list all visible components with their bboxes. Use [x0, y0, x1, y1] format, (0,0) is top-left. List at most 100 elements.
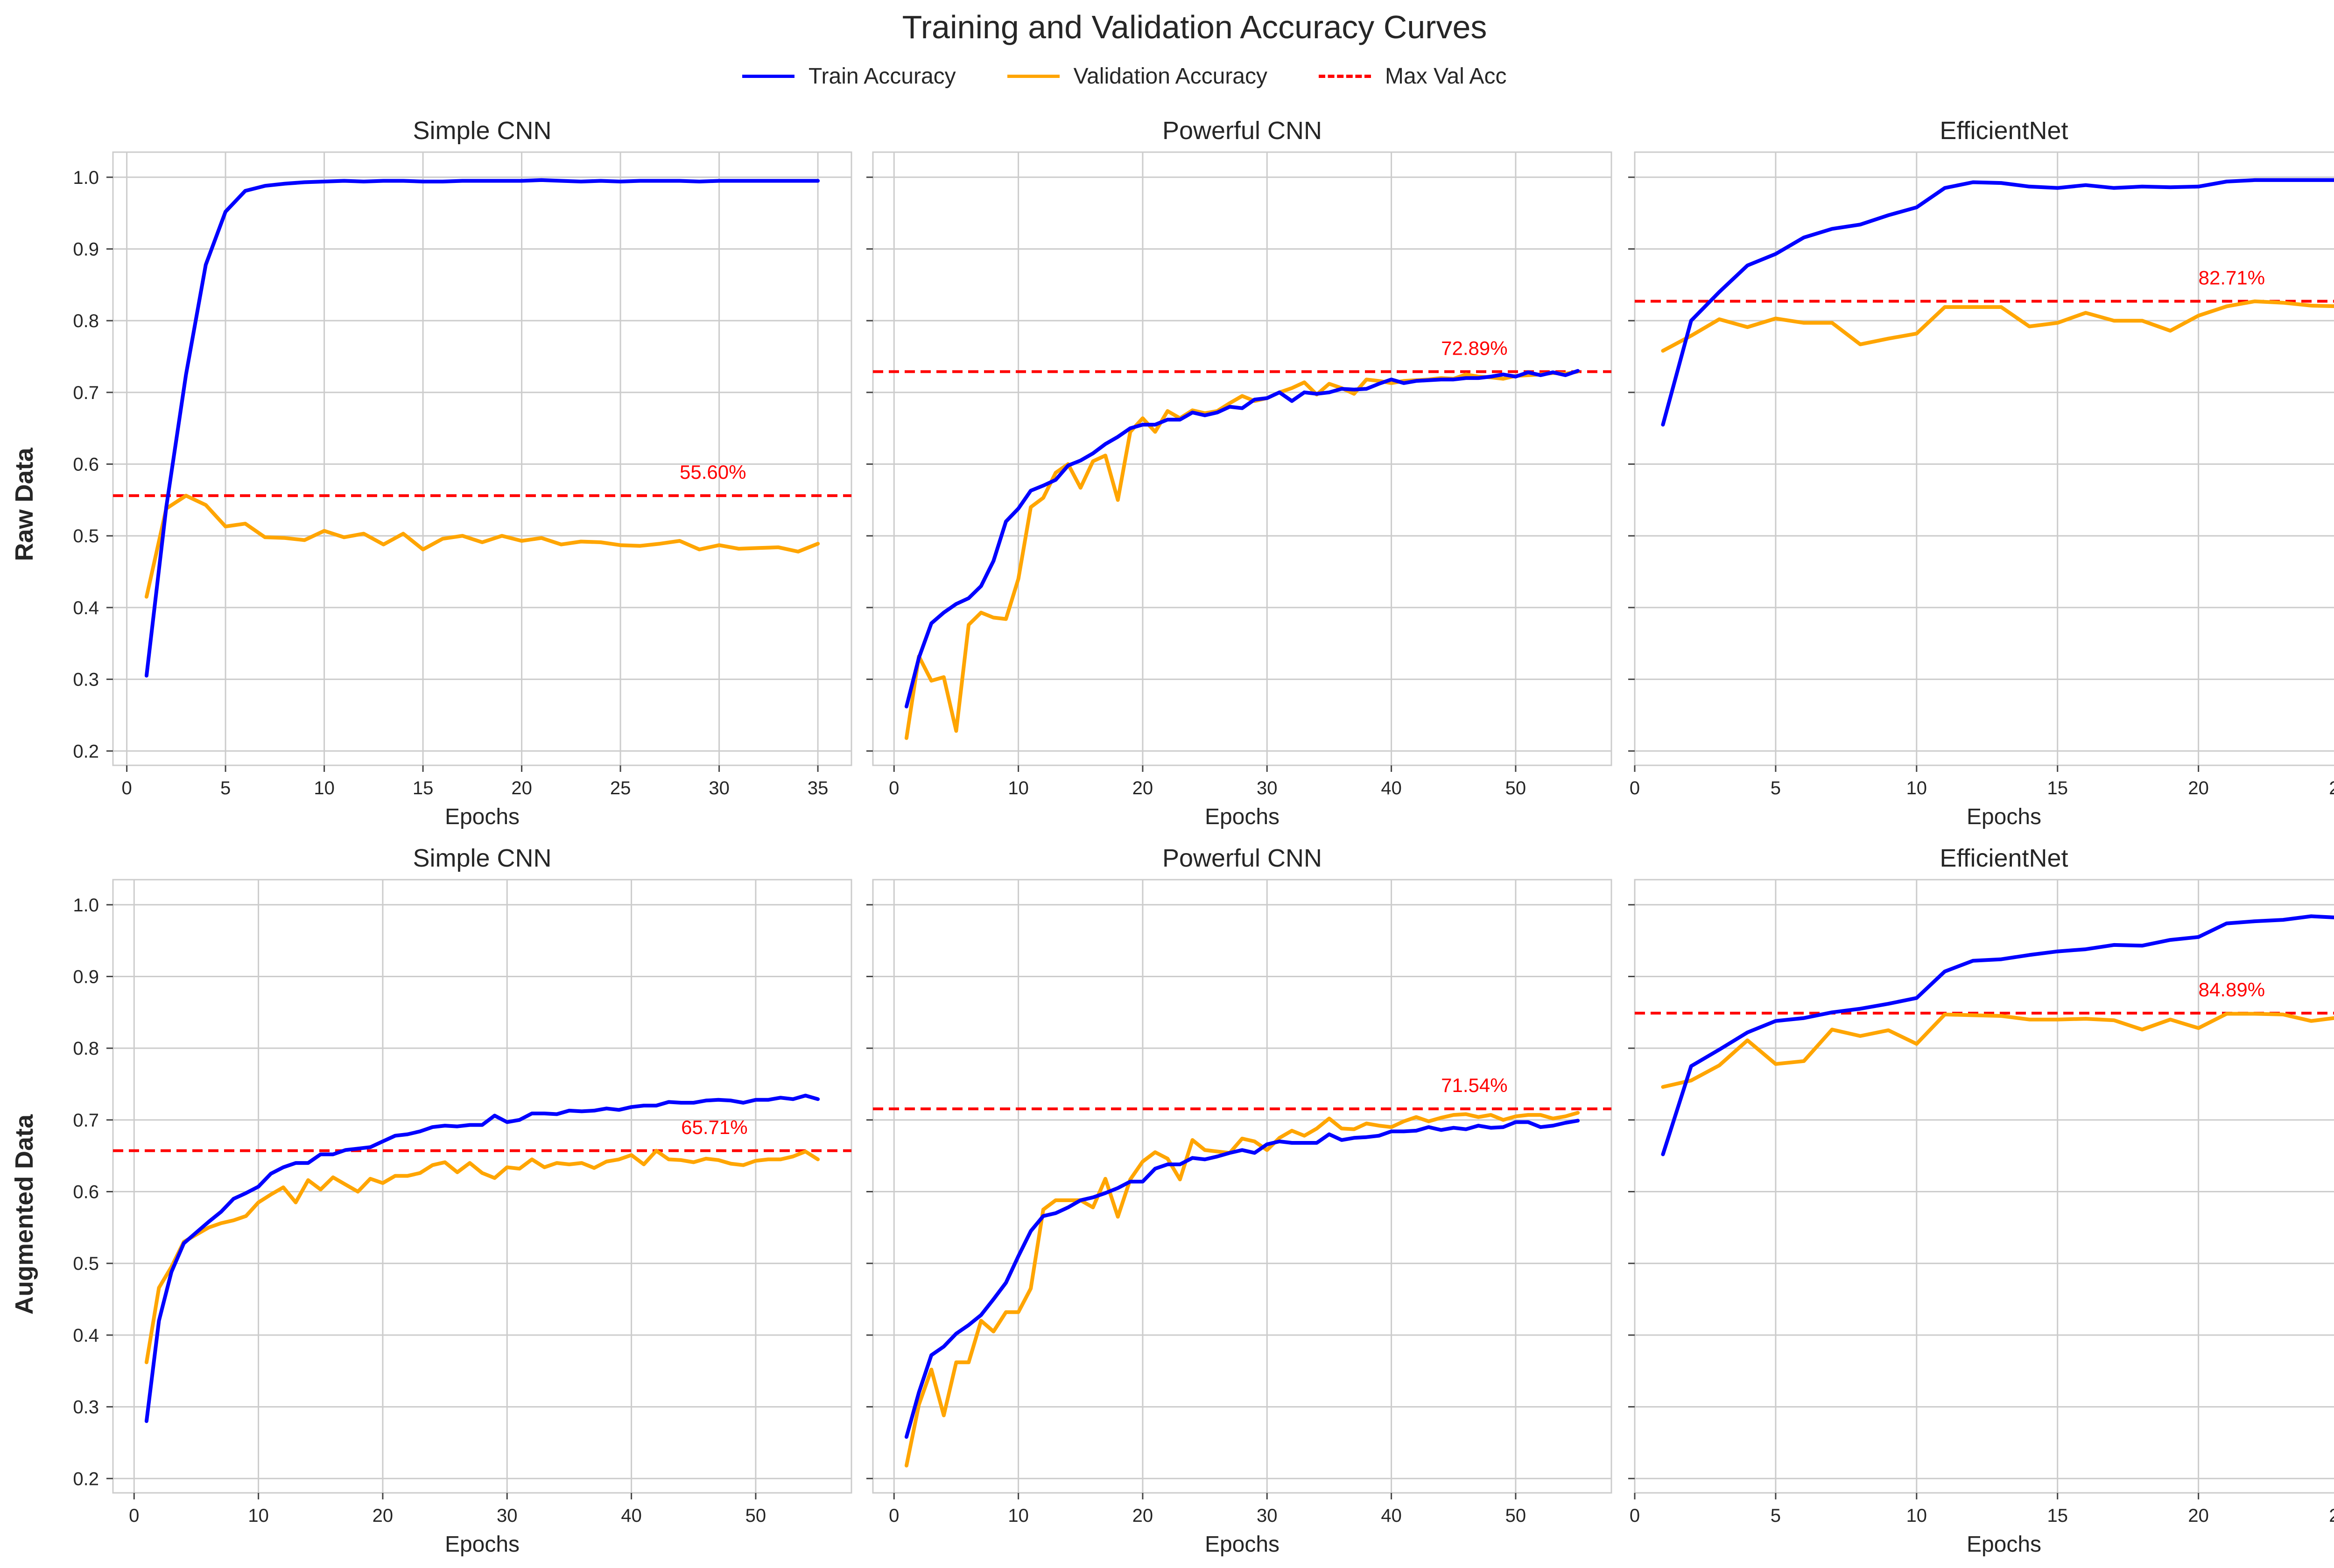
x-tick-label: 20	[2188, 1505, 2209, 1526]
x-axis-label: Epochs	[1967, 805, 2041, 829]
y-tick-label: 0.8	[73, 311, 99, 331]
x-tick-label: 0	[1630, 1505, 1640, 1526]
x-tick-label: 15	[2047, 1505, 2068, 1526]
x-tick-label: 40	[1381, 778, 1402, 798]
x-tick-label: 30	[497, 1505, 518, 1526]
x-axis-label: Epochs	[445, 1532, 520, 1557]
subplot-6: 0 5 10 15 20 25 EfficientNet Epochs 84.89%	[1628, 844, 2334, 1557]
x-tick-label: 35	[808, 778, 829, 798]
y-tick-label: 0.5	[73, 1253, 99, 1274]
max-val-label: 71.54%	[1441, 1074, 1507, 1096]
x-tick-label: 25	[2329, 1505, 2334, 1526]
x-tick-label: 0	[889, 1505, 899, 1526]
y-tick-label: 0.8	[73, 1038, 99, 1059]
train-accuracy-line	[144, 178, 820, 678]
legend-item-max-val: Max Val Acc	[1319, 63, 1507, 89]
x-tick-label: 20	[2188, 778, 2209, 798]
x-tick-label: 0	[129, 1505, 139, 1526]
validation-accuracy-line	[144, 494, 820, 599]
max-val-label: 65.71%	[681, 1116, 747, 1138]
axes-frame	[1634, 151, 2334, 766]
subplot-title: Simple CNN	[413, 844, 551, 872]
y-tick-label: 0.3	[73, 670, 99, 690]
train-accuracy-line	[1661, 178, 2334, 427]
subplot-2: 0 10 20 30 40 50 Powerful CNN Epochs 72.89%	[866, 117, 1612, 829]
legend-swatch-validation	[1007, 74, 1060, 78]
y-tick-label: 0.4	[73, 1325, 99, 1346]
x-tick-label: 0	[121, 778, 132, 798]
figure-legend: Train Accuracy Validation Accuracy Max V…	[742, 60, 1507, 92]
x-tick-label: 10	[1008, 1505, 1029, 1526]
x-tick-label: 20	[1132, 778, 1153, 798]
x-tick-label: 10	[1906, 1505, 1927, 1526]
train-accuracy-line	[904, 369, 1580, 708]
x-tick-label: 50	[1505, 778, 1526, 798]
y-tick-label: 0.3	[73, 1397, 99, 1418]
y-tick-label: 1.0	[73, 895, 99, 916]
legend-label-train: Train Accuracy	[808, 63, 956, 89]
validation-accuracy-line	[1661, 299, 2334, 353]
x-tick-label: 5	[220, 778, 231, 798]
legend-swatch-train	[742, 74, 794, 78]
y-tick-label: 0.7	[73, 1110, 99, 1131]
x-tick-label: 25	[2329, 778, 2334, 798]
x-tick-label: 40	[621, 1505, 642, 1526]
y-tick-label: 1.0	[73, 168, 99, 188]
y-tick-label: 0.6	[73, 455, 99, 475]
x-tick-label: 10	[1008, 778, 1029, 798]
x-axis-label: Epochs	[1205, 805, 1279, 829]
subplot-title: Powerful CNN	[1162, 844, 1322, 872]
x-tick-label: 10	[1906, 778, 1927, 798]
y-tick-label: 0.6	[73, 1182, 99, 1203]
x-tick-label: 30	[1257, 1505, 1278, 1526]
subplot-5: 0 10 20 30 40 50 Powerful CNN Epochs 71.54%	[866, 844, 1612, 1557]
axes-frame	[112, 151, 852, 766]
figure-title: Training and Validation Accuracy Curves	[902, 9, 1487, 45]
y-tick-label: 0.9	[73, 966, 99, 987]
legend-label-validation: Validation Accuracy	[1073, 63, 1267, 89]
x-axis-label: Epochs	[445, 805, 520, 829]
validation-accuracy-line	[904, 1111, 1580, 1468]
axes-frame	[872, 151, 1612, 766]
x-tick-label: 30	[1257, 778, 1278, 798]
x-axis-label: Epochs	[1205, 1532, 1279, 1557]
x-tick-label: 25	[610, 778, 631, 798]
axes-frame	[112, 879, 852, 1494]
legend-label-max-val: Max Val Acc	[1385, 63, 1507, 89]
axes-frame	[1634, 879, 2334, 1494]
validation-accuracy-line	[144, 1148, 820, 1365]
y-tick-label: 0.9	[73, 239, 99, 259]
max-val-label: 55.60%	[680, 461, 746, 483]
legend-item-validation: Validation Accuracy	[1007, 63, 1267, 89]
x-tick-label: 5	[1771, 778, 1781, 798]
train-accuracy-line	[1661, 914, 2334, 1156]
max-val-label: 84.89%	[2199, 979, 2265, 1001]
y-tick-label: 0.5	[73, 526, 99, 546]
subplot-title: EfficientNet	[1940, 844, 2068, 872]
train-accuracy-line	[144, 1093, 820, 1423]
legend-swatch-max-val	[1319, 74, 1371, 78]
y-tick-label: 0.7	[73, 383, 99, 403]
x-tick-label: 30	[709, 778, 730, 798]
validation-accuracy-line	[904, 370, 1580, 740]
train-accuracy-line	[904, 1119, 1580, 1439]
subplot-title: EfficientNet	[1940, 117, 2068, 145]
x-tick-label: 50	[1505, 1505, 1526, 1526]
subplot-title: Powerful CNN	[1162, 117, 1322, 145]
x-tick-label: 20	[373, 1505, 394, 1526]
max-val-label: 82.71%	[2199, 267, 2265, 289]
x-tick-label: 10	[248, 1505, 269, 1526]
x-axis-label: Epochs	[1967, 1532, 2041, 1557]
subplot-title: Simple CNN	[413, 117, 551, 145]
axes-frame	[872, 879, 1612, 1494]
x-tick-label: 0	[889, 778, 899, 798]
y-tick-label: 0.4	[73, 598, 99, 618]
y-tick-label: 0.2	[73, 741, 99, 762]
x-tick-label: 40	[1381, 1505, 1402, 1526]
x-tick-label: 15	[2047, 778, 2068, 798]
subplot-4: 0 10 20 30 40 50 0.2 0.3 0.4 0.5 0.6 0.7 0.8 0.9 1.0 Si…	[73, 844, 852, 1557]
max-val-label: 72.89%	[1441, 337, 1507, 359]
x-tick-label: 10	[314, 778, 335, 798]
x-tick-label: 20	[511, 778, 532, 798]
